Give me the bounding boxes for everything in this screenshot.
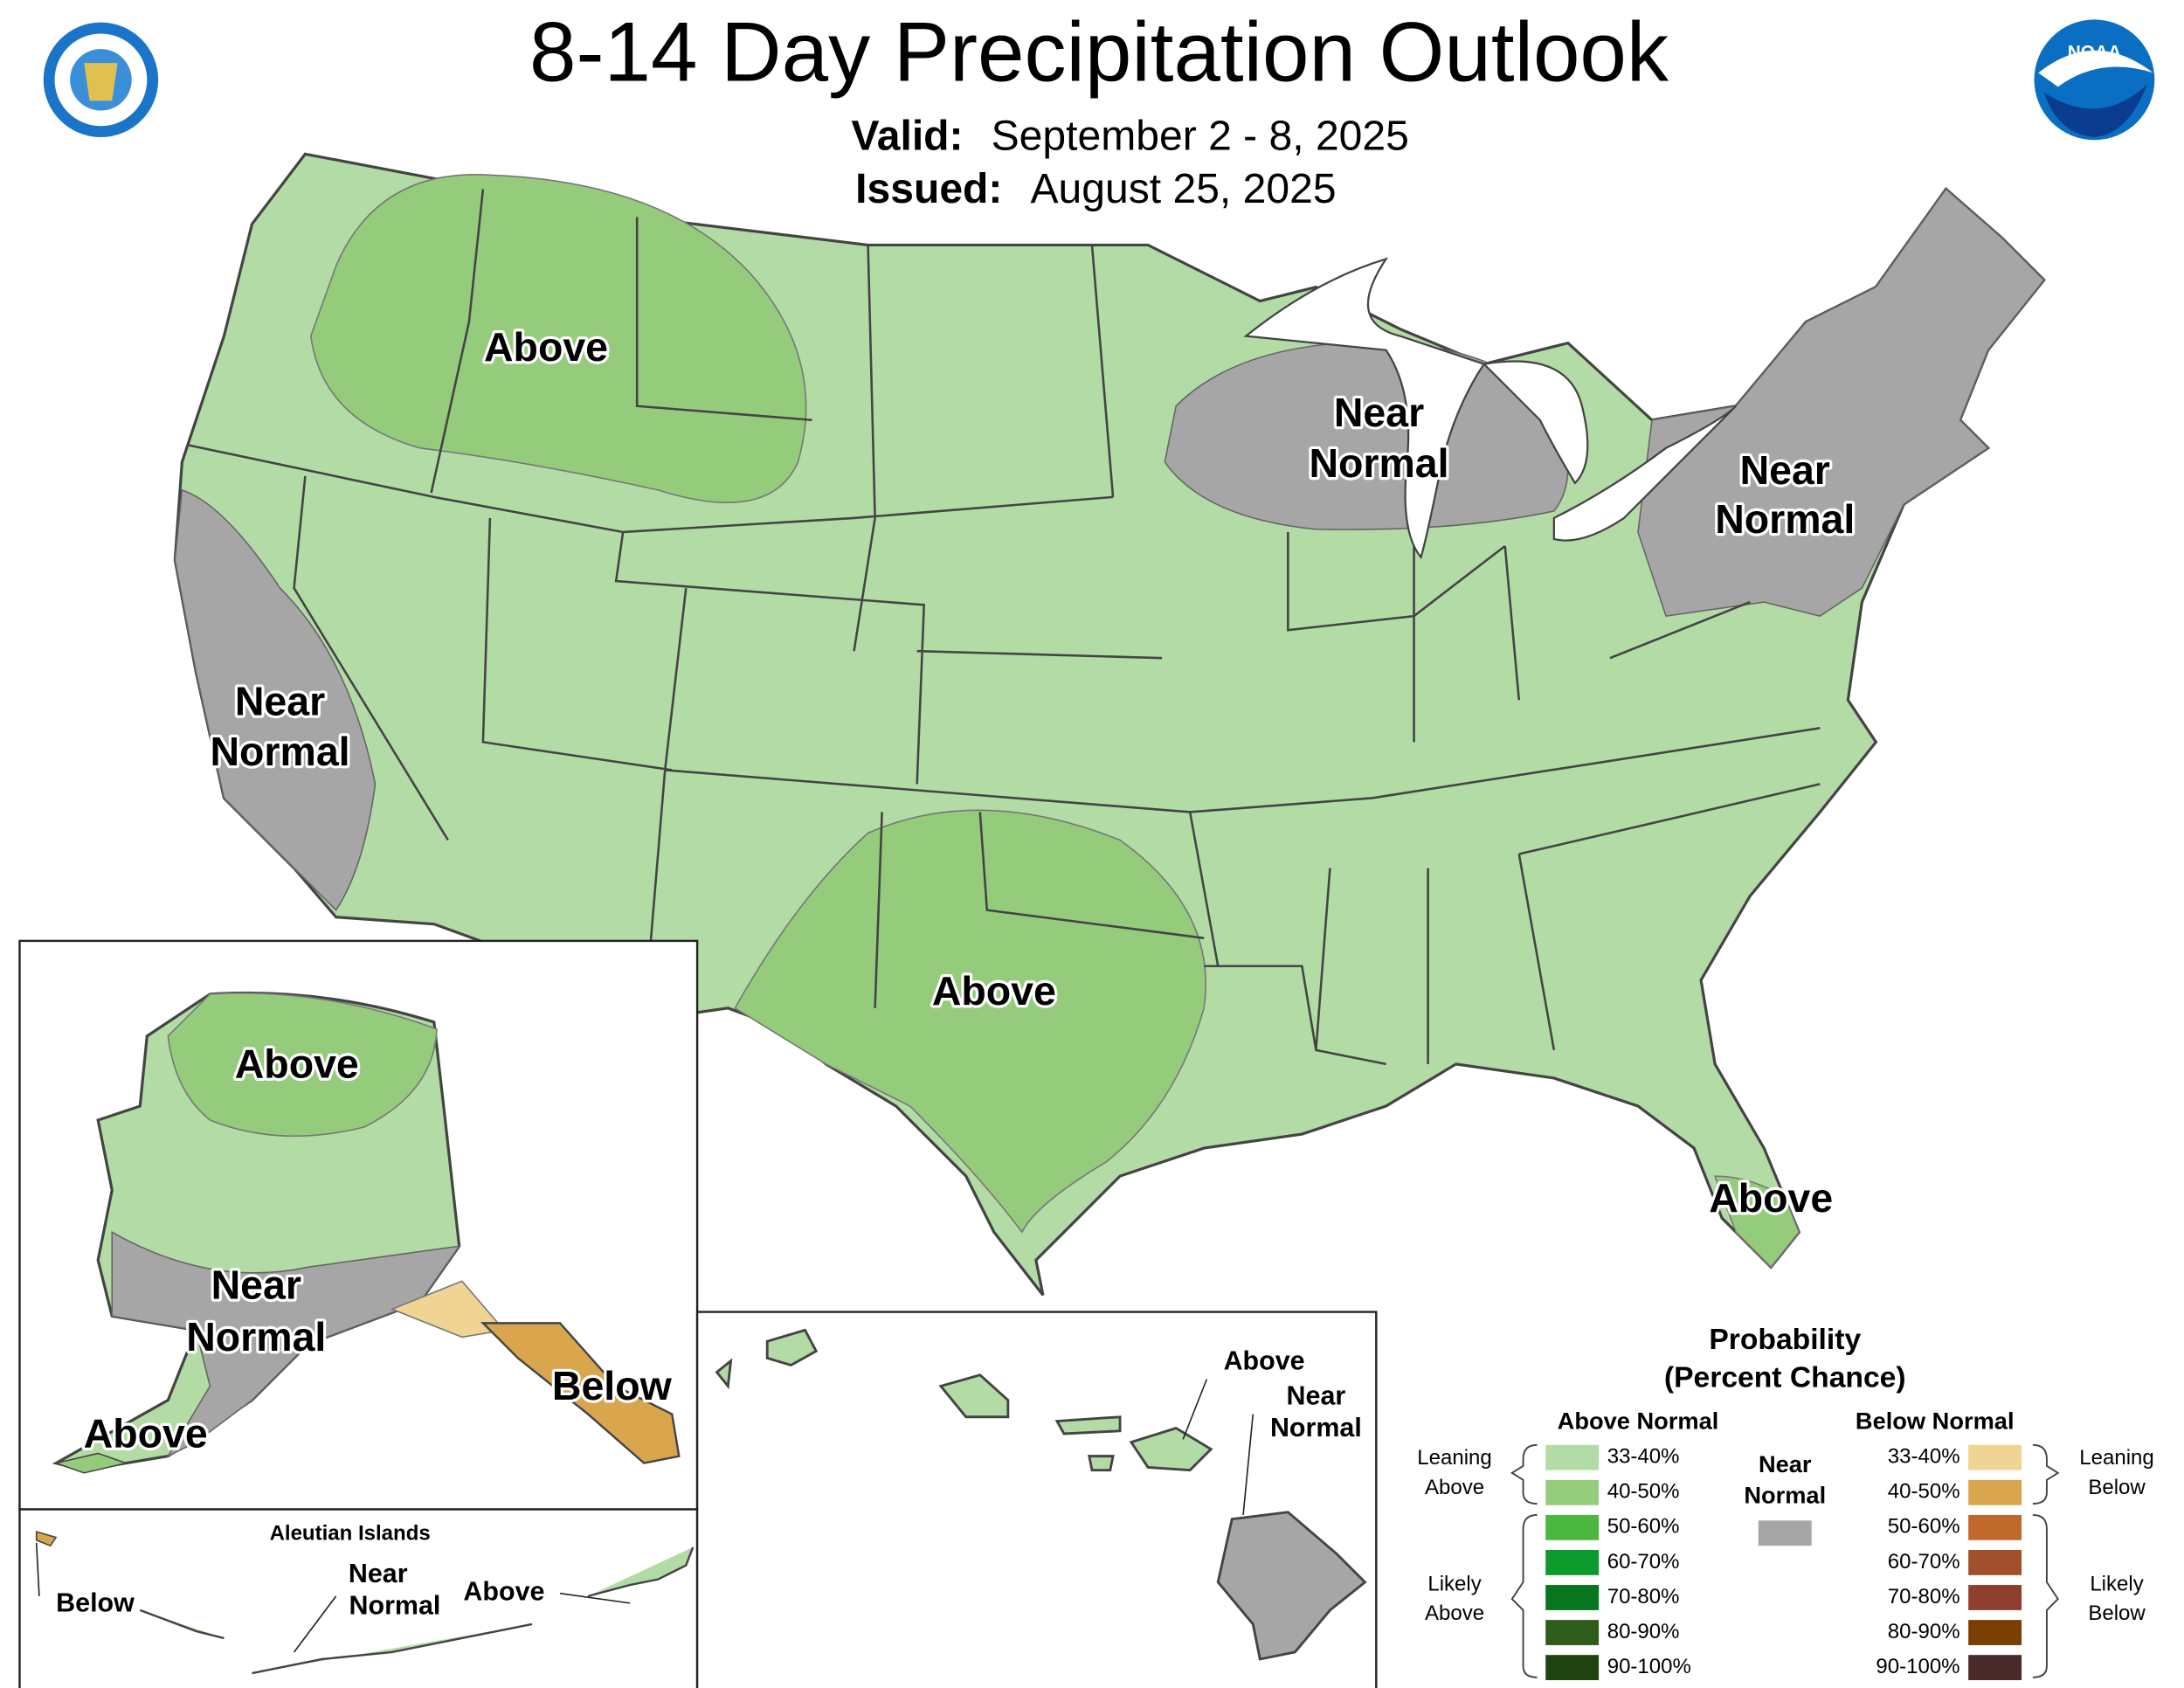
legend-bin-label: 90-100% xyxy=(1607,1655,1691,1678)
issued-label: Issued: xyxy=(855,165,1002,212)
aleutian-islands xyxy=(139,1546,695,1675)
alaska-south-near xyxy=(111,1230,461,1458)
legend-swatch xyxy=(1968,1655,2022,1681)
label-ak: Above xyxy=(84,1410,208,1456)
label-aleutian: Normal xyxy=(349,1591,441,1621)
noaa-text: NOAA xyxy=(2068,42,2121,62)
valid-date: September 2 - 8, 2025 xyxy=(992,112,1409,159)
legend-swatch xyxy=(1968,1514,2022,1540)
legend-swatch xyxy=(1968,1444,2022,1470)
legend-swatch xyxy=(1968,1549,2022,1575)
hawaii-islands-above xyxy=(715,1328,1213,1472)
legend-title: (Percent Chance) xyxy=(1664,1361,1906,1394)
label-aleutian: Below xyxy=(56,1588,135,1618)
label-fl: Above xyxy=(1709,1175,1833,1221)
region-nw-above xyxy=(309,173,807,503)
legend-bin-label: 40-50% xyxy=(1607,1480,1680,1504)
legend-bin-label: 60-70% xyxy=(1888,1550,1960,1574)
label-ak: Near xyxy=(211,1263,301,1308)
issued-date: August 25, 2025 xyxy=(1030,165,1336,212)
great-lakes xyxy=(1243,257,1737,560)
aleutian-pointers xyxy=(35,1542,631,1653)
state-borders xyxy=(189,189,1821,1066)
aleutian-title: Aleutian Islands xyxy=(270,1522,431,1546)
alaska-panhandle-below2 xyxy=(480,1322,681,1464)
label-nw: Above xyxy=(484,324,608,370)
alaska-inset xyxy=(18,939,699,1688)
legend-swatch xyxy=(1968,1585,2022,1610)
region-ne-near xyxy=(1637,188,2045,617)
region-tx-above xyxy=(734,809,1207,1234)
legend-bin-label: 60-70% xyxy=(1607,1550,1680,1574)
legend-bin-label: 70-80% xyxy=(1888,1585,1960,1608)
alaska-north-above xyxy=(167,992,438,1138)
label-ak: Below xyxy=(552,1363,673,1408)
legend-below-title: Below Normal xyxy=(1856,1407,2015,1434)
label-gl: Near xyxy=(1334,390,1424,435)
hawaii-pointers xyxy=(1182,1379,1254,1516)
legend-bin-label: 90-100% xyxy=(1876,1655,1959,1678)
legend-group: Above xyxy=(1425,1476,1484,1499)
legend-group: Below xyxy=(2088,1476,2146,1499)
aleutian-frame xyxy=(18,1508,699,1688)
label-hi: Above xyxy=(1224,1346,1305,1375)
map-labels: Above Near Normal Near Normal Near Norma… xyxy=(54,322,1858,1622)
legend-title: Probability xyxy=(1709,1324,1861,1356)
legend-bin-label: 80-90% xyxy=(1607,1620,1680,1643)
label-ca: Normal xyxy=(210,729,349,774)
legend-swatch xyxy=(1545,1479,1600,1505)
legend-near-swatch xyxy=(1758,1520,1812,1546)
legend-near: Normal xyxy=(1744,1481,1826,1508)
legend-bin-label: 50-60% xyxy=(1607,1515,1680,1539)
label-ca: Near xyxy=(235,678,325,723)
label-gl: Normal xyxy=(1309,440,1448,486)
legend: Probability (Percent Chance) Above Norma… xyxy=(1417,1324,2154,1681)
label-ne: Normal xyxy=(1715,496,1855,542)
label-aleutian: Above xyxy=(463,1577,544,1607)
alaska-sw-above xyxy=(53,1452,129,1474)
legend-bin-label: 70-80% xyxy=(1607,1585,1680,1608)
legend-swatch xyxy=(1968,1620,2022,1645)
hawaii-big-island-near xyxy=(1216,1511,1367,1661)
hawaii-inset xyxy=(695,1311,1378,1688)
legend-group: Leaning xyxy=(1417,1446,1491,1470)
legend-swatch xyxy=(1545,1585,1600,1610)
legend-group: Leaning xyxy=(2079,1446,2153,1470)
legend-group: Below xyxy=(2088,1602,2146,1625)
legend-group: Likely xyxy=(2090,1572,2143,1595)
legend-swatch xyxy=(1545,1655,1600,1681)
label-ak: Normal xyxy=(186,1314,326,1359)
region-fl-above xyxy=(1713,1175,1800,1269)
label-ne: Near xyxy=(1740,447,1830,493)
noaa-logo: NOAA xyxy=(2034,19,2155,141)
legend-near: Near xyxy=(1759,1450,1812,1477)
legend-above-title: Above Normal xyxy=(1558,1407,1719,1434)
label-aleutian: Near xyxy=(349,1559,408,1588)
legend-swatch xyxy=(1968,1479,2022,1505)
legend-group: Above xyxy=(1425,1602,1484,1625)
legend-swatch xyxy=(1545,1444,1600,1470)
label-tx: Above xyxy=(932,968,1056,1013)
aleutian-below-island xyxy=(35,1531,58,1547)
title: 8-14 Day Precipitation Outlook xyxy=(529,6,1669,100)
legend-braces xyxy=(1510,1443,2060,1678)
legend-bin-label: 40-50% xyxy=(1888,1480,1960,1504)
legend-swatch xyxy=(1545,1549,1600,1575)
legend-group: Likely xyxy=(1427,1572,1481,1595)
doc-seal: DEPARTMENT OF COMMERCE UNITED STATES OF … xyxy=(0,0,159,138)
legend-bin-label: 33-40% xyxy=(1607,1445,1680,1469)
legend-swatch xyxy=(1545,1514,1600,1540)
valid-label: Valid: xyxy=(851,112,963,159)
region-ca-near xyxy=(174,488,377,911)
legend-bin-label: 33-40% xyxy=(1888,1445,1960,1469)
label-hi: Near xyxy=(1287,1380,1346,1410)
legend-bin-label: 50-60% xyxy=(1888,1515,1960,1539)
legend-bin-label: 80-90% xyxy=(1888,1620,1960,1643)
label-hi: Normal xyxy=(1270,1413,1362,1442)
label-ak: Above xyxy=(235,1041,359,1086)
legend-swatch xyxy=(1545,1620,1600,1645)
